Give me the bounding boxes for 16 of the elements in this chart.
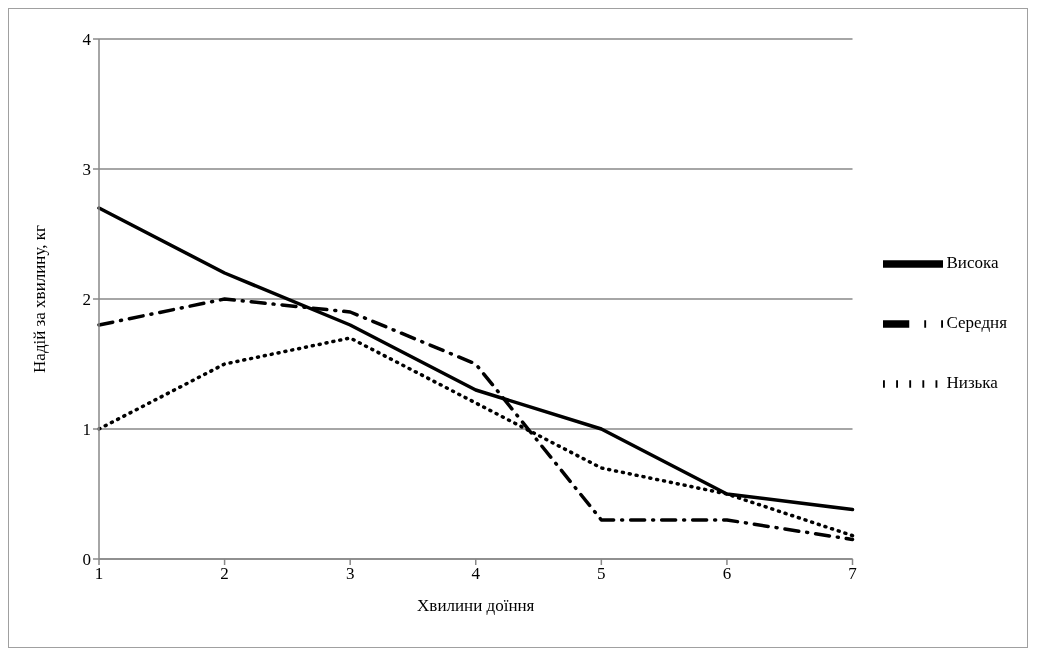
y-tick-label: 0 — [82, 550, 91, 570]
x-axis-title: Хвилини доїння — [417, 596, 535, 615]
y-tick-label: 2 — [82, 290, 91, 310]
x-tick-label: 6 — [722, 564, 732, 584]
x-tick-label: 4 — [471, 564, 481, 584]
x-tick-label: 2 — [220, 564, 229, 584]
x-tick-label: 5 — [597, 564, 606, 584]
x-tick-label: 3 — [345, 564, 355, 584]
x-tick-label: 7 — [848, 564, 858, 584]
y-tick-label: 4 — [82, 30, 92, 50]
legend-label: Середня — [946, 312, 1007, 332]
legend-label: Висока — [946, 252, 999, 272]
y-axis-title: Надій за хвилину, кг — [30, 225, 50, 373]
legend-label: Низька — [946, 372, 998, 392]
y-tick-label: 3 — [82, 160, 91, 180]
y-tick-label: 1 — [82, 420, 91, 440]
